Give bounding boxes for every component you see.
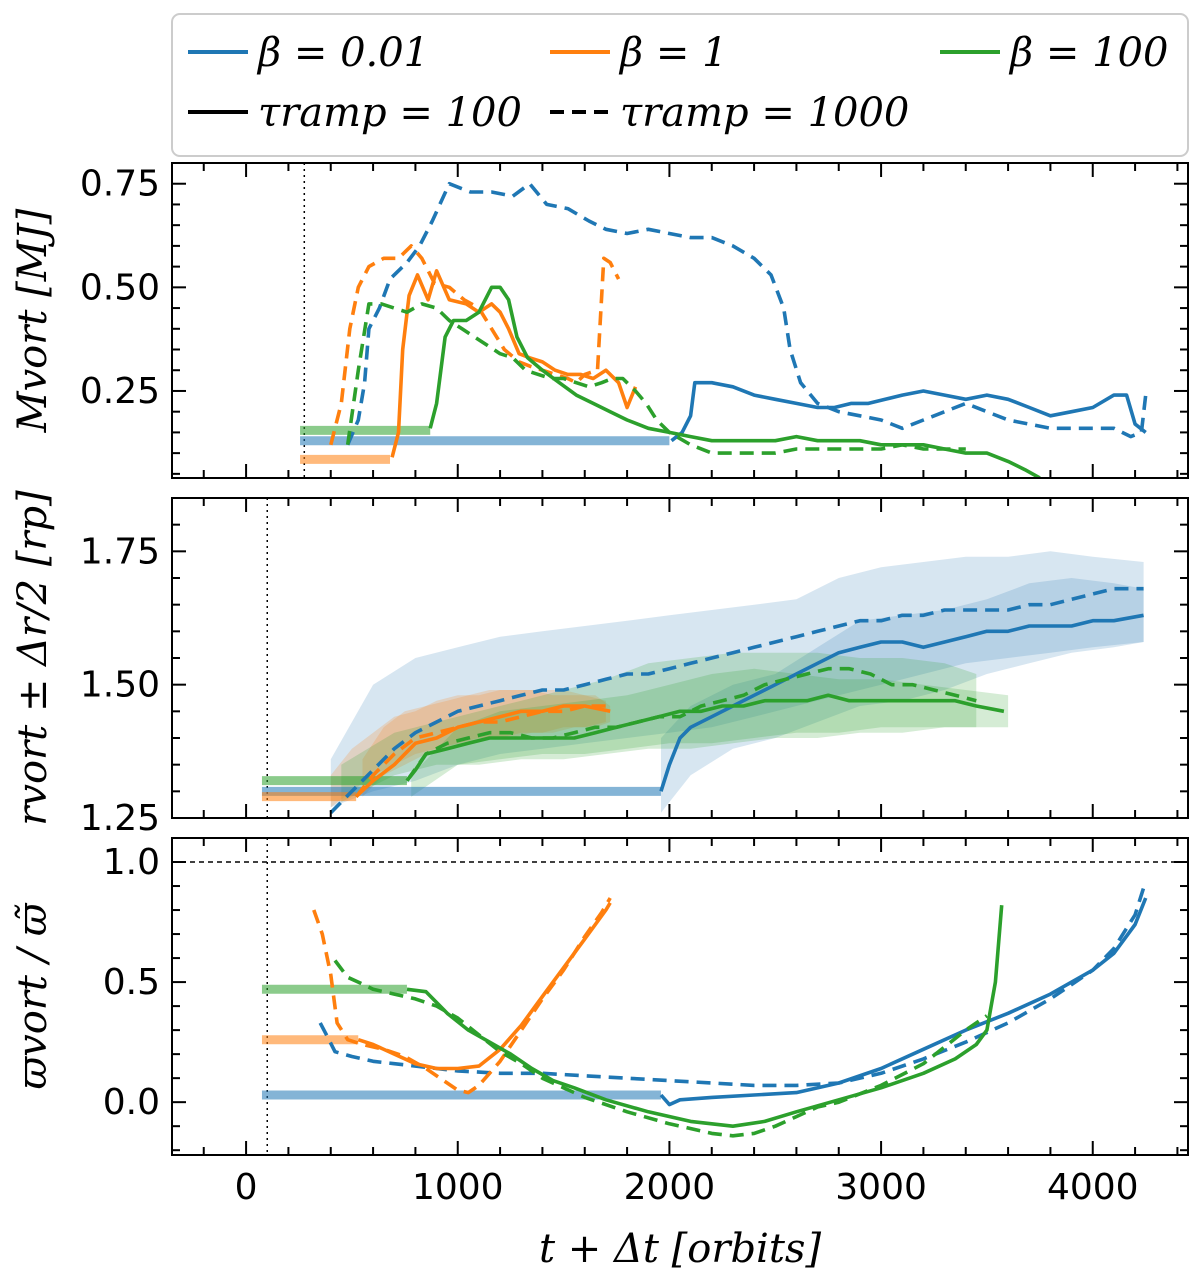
x-tick-label: 2000	[624, 1167, 716, 1208]
series-line	[659, 613, 1144, 792]
axes-frame	[171, 162, 1189, 479]
panel-radius: 1.25 1.50 1.75 rvort ± Δr/2 [rp]	[10, 490, 1189, 839]
uncertainty-band	[341, 652, 977, 802]
series-line	[354, 704, 611, 799]
x-tick-label: 1000	[412, 1167, 504, 1208]
uncertainty-band	[362, 690, 611, 797]
y-tick-label: 0.75	[80, 164, 160, 205]
plot-area	[300, 163, 1148, 478]
y-tick-label: 1.75	[80, 531, 160, 572]
y-axis-label: ϖvort / ϖ̃	[10, 902, 56, 1089]
series-line	[357, 901, 612, 1071]
legend-box	[171, 13, 1189, 157]
uncertainty-band	[661, 578, 1144, 813]
x-tick-label: 3000	[835, 1167, 927, 1208]
series-line	[346, 181, 1148, 446]
x-tick-label: 0	[235, 1167, 258, 1208]
series-line	[345, 302, 966, 455]
plot-area	[261, 498, 1144, 818]
y-tick-label: 1.25	[80, 798, 160, 839]
legend: β = 0.01 β = 1 β = 100 τramp = 100 τramp…	[171, 13, 1189, 157]
panel-omega: 0.0 0.5 1.0 ϖvort / ϖ̃ 0 1000 2000 3000 4000	[10, 837, 1189, 1208]
series-line	[329, 244, 621, 446]
uncertainty-band	[330, 690, 606, 808]
legend-label-tau-100: τramp = 100	[258, 90, 522, 136]
legend-label-beta-1: β = 1	[618, 30, 728, 76]
y-tick-label: 0.0	[103, 1082, 160, 1123]
series-line	[318, 880, 1148, 1088]
series-line	[333, 959, 988, 1138]
series-line	[390, 269, 638, 458]
series-line	[659, 897, 1148, 1107]
y-tick-label: 0.5	[103, 962, 160, 1003]
y-tick-label: 1.50	[80, 665, 160, 706]
series-line	[354, 704, 606, 798]
series-line	[670, 380, 1147, 443]
axes-frame	[171, 837, 1189, 1156]
y-axis-label: rvort ± Δr/2 [rp]	[10, 490, 56, 826]
series-line	[406, 905, 1004, 1128]
y-tick-label: 0.50	[80, 267, 160, 308]
x-tick-label: 4000	[1047, 1167, 1139, 1208]
series-line	[428, 285, 1041, 478]
series-line	[312, 897, 612, 1095]
series-line	[405, 693, 1005, 782]
legend-label-tau-1000: τramp = 1000	[620, 90, 909, 136]
uncertainty-band	[330, 551, 1144, 808]
legend-label-beta-001: β = 0.01	[256, 30, 429, 76]
y-tick-label: 0.25	[80, 371, 160, 412]
y-tick-label: 1.0	[103, 842, 160, 883]
y-axis-label: Mvort [MJ]	[10, 208, 56, 433]
plot-area	[172, 838, 1188, 1155]
x-axis-label: t + Δt [orbits]	[539, 1226, 822, 1272]
series-line	[329, 586, 1144, 814]
series-line	[405, 666, 977, 782]
legend-label-beta-100: β = 100	[1008, 30, 1168, 76]
panel-mass: 0.25 0.50 0.75 Mvort [MJ]	[10, 162, 1189, 479]
